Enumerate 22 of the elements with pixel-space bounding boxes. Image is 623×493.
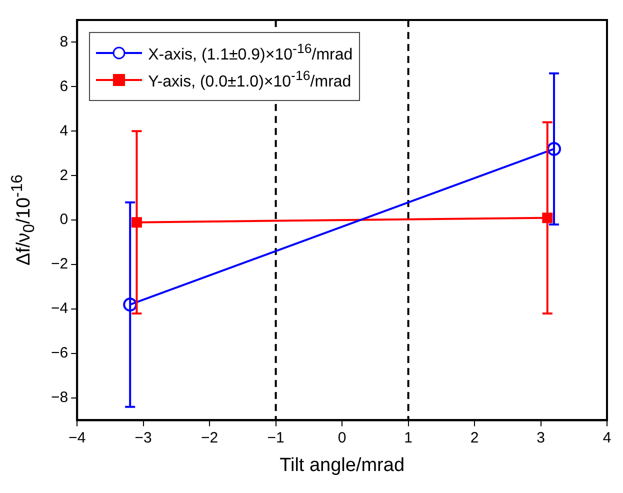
legend-label: Y-axis, (0.0±1.0)×10$^{-16}$/mrad: [148, 68, 352, 92]
x-tick-label: 1: [404, 429, 412, 446]
point: [123, 298, 138, 312]
x-tick-label: −3: [134, 429, 152, 446]
x-tick-label: −2: [201, 429, 218, 446]
y-tick-label: −2: [50, 256, 68, 273]
x-tick-label: 4: [602, 429, 612, 446]
y-tick-label: 0: [60, 211, 68, 228]
x-tick-label: 2: [470, 429, 479, 446]
y-tick-label: −4: [50, 300, 68, 318]
legend-label: X-axis, (1.1±0.9)×10$^{-16}$/mrad: [148, 41, 353, 64]
y-tick-label: 8: [60, 33, 68, 50]
y-tick-label: −6: [50, 344, 68, 362]
y-tick-label: 4: [60, 122, 68, 140]
x-tick-label: 3: [536, 429, 545, 446]
y-tick-label: 2: [60, 166, 68, 184]
x-axis-title: Tilt angle/mrad: [280, 454, 405, 476]
x-tick-label: 0: [338, 429, 346, 446]
y-tick-label: 6: [60, 78, 68, 95]
x-tick-label: −1: [267, 429, 284, 446]
y-tick-label: −8: [50, 389, 68, 406]
point: [547, 142, 562, 156]
